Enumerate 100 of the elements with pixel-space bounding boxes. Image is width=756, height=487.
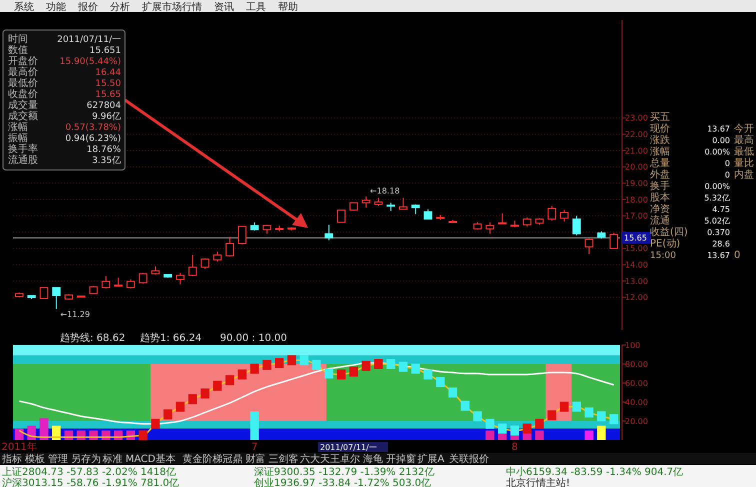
- text: 开掉窗: [386, 453, 416, 465]
- candlestick: [226, 236, 234, 258]
- text: 冠鼎: [222, 454, 242, 465]
- point: [238, 369, 247, 380]
- text: 六大天王: [300, 453, 340, 465]
- point: [164, 409, 172, 420]
- candlestick: [610, 232, 618, 249]
- text: 黄金阶梯: [182, 453, 222, 465]
- candlestick: [498, 212, 507, 224]
- text: 三剑客: [268, 453, 298, 465]
- point: [535, 418, 544, 429]
- text: 涨幅 0.00% 最低: [650, 146, 754, 158]
- text: 上证2804.73 -57.83 -2.02% 1418亿: [2, 466, 176, 478]
- point: [250, 364, 259, 374]
- candlestick: [102, 276, 110, 289]
- text: 净资 4.75 流通 5.02亿: [650, 204, 730, 226]
- point: [584, 407, 594, 418]
- y-tick-label: 80.00: [625, 360, 648, 369]
- text: 最低价 15.50: [8, 78, 121, 89]
- text: 现价 13.67 今开: [650, 124, 754, 134]
- x-tick-label: 2011年: [1, 441, 37, 453]
- y-tick-label: 20.00: [625, 162, 648, 172]
- point: [522, 424, 532, 434]
- point: [200, 388, 210, 398]
- point: [151, 418, 160, 429]
- y-tick-label: 18.00: [625, 195, 648, 204]
- candlestick: [560, 210, 568, 222]
- text: 功能: [46, 1, 66, 13]
- text: 买五: [650, 112, 670, 123]
- text: 开盘价 15.90(5.44%): [8, 56, 121, 67]
- annotation: ←11.29: [60, 310, 90, 319]
- point: [275, 358, 284, 368]
- text: 标准: [102, 453, 122, 465]
- text: MACD基本: [126, 453, 176, 465]
- text: 管理: [48, 454, 68, 465]
- candlestick: [572, 215, 581, 236]
- y-tick-label: 21.00: [625, 146, 648, 156]
- text: 收益(四) 0.370 PE(动) 28.6: [650, 227, 730, 250]
- point: [597, 411, 606, 422]
- point: [362, 360, 370, 371]
- text: 涨幅 0.57(3.78%): [8, 122, 121, 133]
- candlestick: [52, 287, 61, 310]
- candlestick: [213, 251, 222, 262]
- text: 时间 2011/07/11/一: [8, 34, 121, 45]
- candlestick: [188, 254, 197, 277]
- point: [609, 414, 618, 424]
- y-tick-label: 12.00: [625, 293, 648, 302]
- point: [498, 424, 507, 434]
- candlestick: [486, 222, 494, 234]
- text: 帮助: [278, 1, 298, 13]
- text: 扩展市场行情: [142, 1, 202, 13]
- text: 成交量 627804: [8, 100, 121, 111]
- candlestick: [238, 226, 246, 245]
- bar: [486, 430, 494, 440]
- candlestick: [399, 197, 408, 210]
- y-tick-label: 100: [625, 340, 640, 350]
- bar: [250, 412, 259, 440]
- candlestick: [337, 210, 346, 223]
- text: 报价: [77, 1, 98, 13]
- candlestick: [324, 224, 334, 241]
- text: 振幅 0.94(6.23%): [8, 133, 121, 144]
- point: [336, 369, 346, 380]
- point: [424, 369, 432, 380]
- point: [374, 359, 383, 369]
- text: 最高价 16.44: [8, 67, 121, 78]
- text: 收盘价 15.65: [8, 89, 121, 100]
- text: 流通股 3.35亿: [8, 155, 121, 166]
- text: 15:00 13.67 0: [650, 250, 740, 261]
- text: 分析: [110, 1, 130, 13]
- ref-line-label: 15.65: [624, 234, 647, 243]
- y-tick-label: 60.00: [625, 378, 648, 388]
- text: 外盘 0 内盘: [650, 170, 754, 180]
- point: [176, 402, 185, 412]
- text: 指标: [1, 453, 22, 465]
- text: 关联报价: [449, 453, 489, 465]
- text: 北京行情主站!: [506, 477, 570, 487]
- text: 创业1936.97 -33.84 -1.72% 503.0亿: [254, 477, 432, 487]
- text: 2011/07/11/一: [320, 443, 377, 452]
- text: 90.00 : 10.00: [220, 333, 287, 344]
- point: [460, 400, 470, 411]
- point: [572, 402, 581, 412]
- y-tick-label: 14.00: [625, 260, 648, 270]
- point: [287, 355, 296, 366]
- text: 系统: [14, 1, 34, 13]
- point: [473, 411, 482, 422]
- candlestick: [40, 287, 48, 300]
- candlestick: [424, 208, 432, 220]
- point: [188, 394, 197, 404]
- y-tick-label: 20.00: [625, 416, 648, 426]
- point: [548, 410, 556, 420]
- text: 数值 15.651: [8, 45, 121, 56]
- y-tick-label: 40.00: [625, 398, 648, 407]
- candlestick: [176, 272, 184, 285]
- text: 换手 0.00% 股本 5.32亿: [650, 181, 730, 204]
- point: [312, 360, 321, 370]
- text: 趋势1: 66.24: [140, 332, 202, 344]
- text: 涨跌 0.00 最高: [650, 135, 754, 146]
- point: [324, 368, 334, 378]
- text: 换手率 18.76%: [8, 144, 121, 155]
- bar: [535, 430, 544, 440]
